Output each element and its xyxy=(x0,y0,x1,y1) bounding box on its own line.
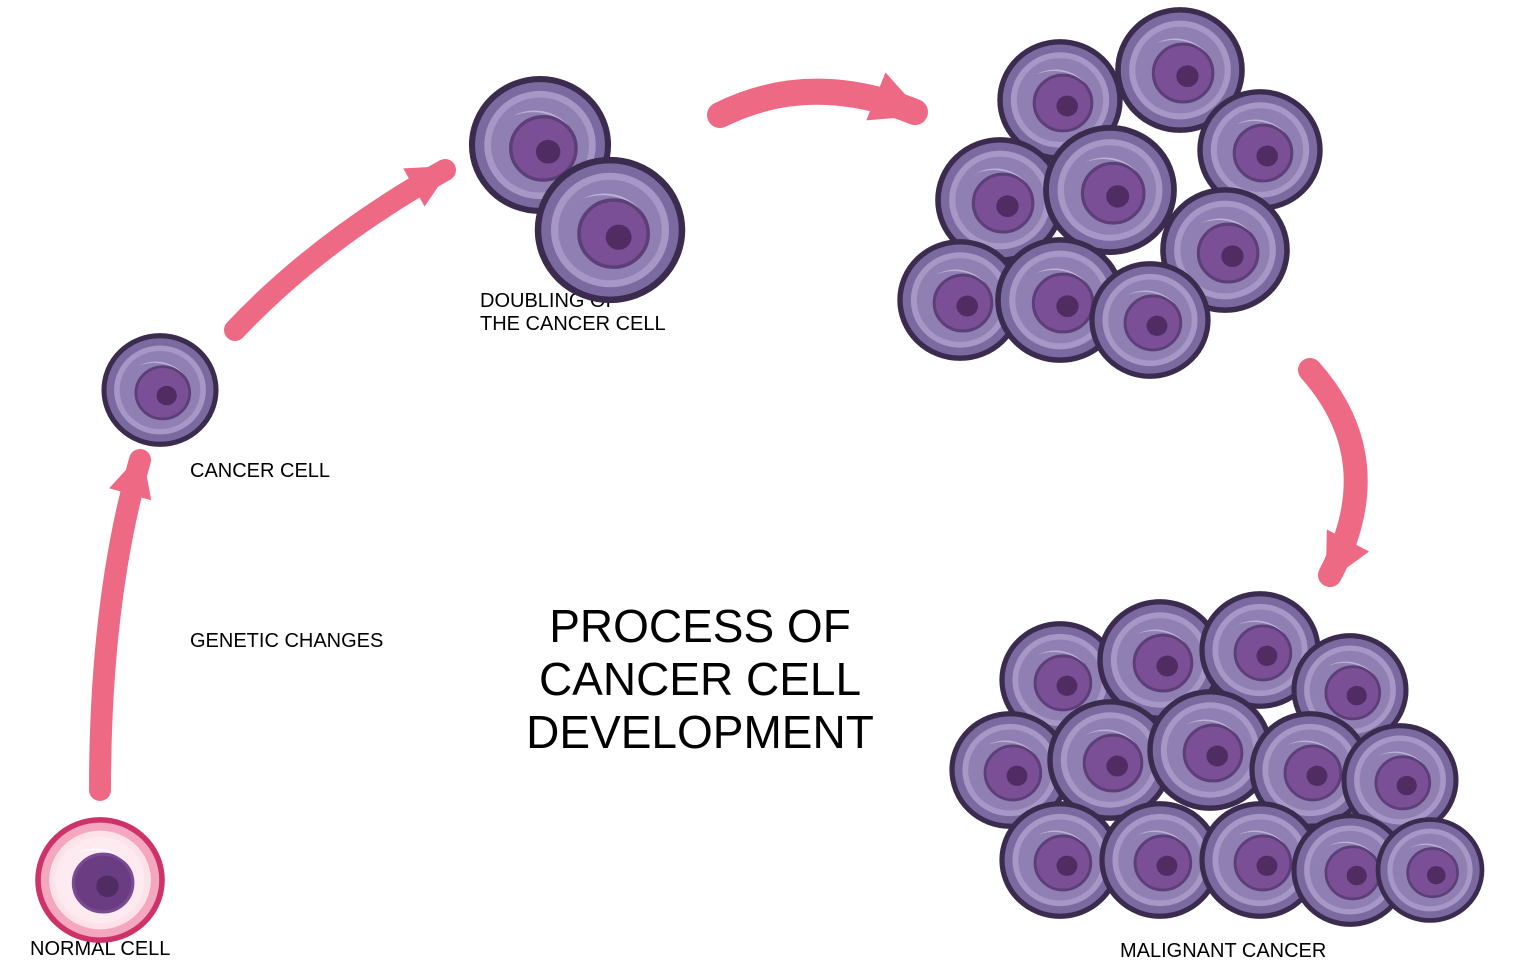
normal-cell-icon xyxy=(32,812,168,948)
diagram-canvas: { "title": { "lines": ["PROCESS OF","CAN… xyxy=(0,0,1536,980)
cancer-cell-icon xyxy=(532,152,688,308)
cancer-cell-icon xyxy=(1086,256,1214,384)
cancer-cell-icon xyxy=(98,328,222,452)
cancer-cell-icon xyxy=(1372,812,1488,928)
